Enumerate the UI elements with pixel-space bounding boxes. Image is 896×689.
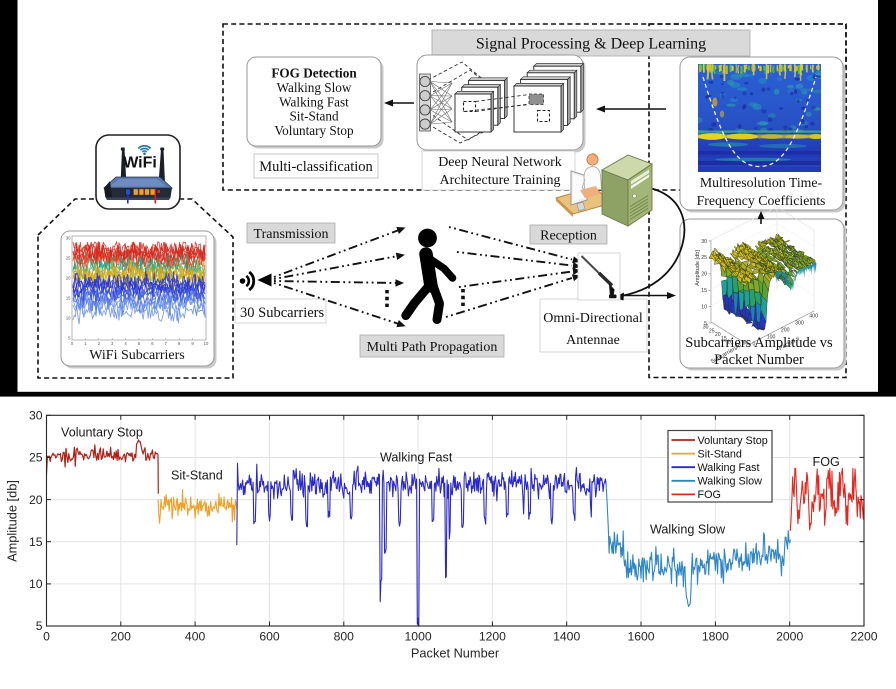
svg-text:Voluntary Stop: Voluntary Stop xyxy=(61,426,143,440)
svg-text:Multi-classification: Multi-classification xyxy=(259,159,373,175)
svg-text:Packet Number: Packet Number xyxy=(714,352,804,368)
svg-text:Sit-Stand: Sit-Stand xyxy=(289,109,338,124)
svg-text:30: 30 xyxy=(701,239,707,245)
svg-text:Signal Processing & Deep Learn: Signal Processing & Deep Learning xyxy=(476,36,706,53)
svg-text:2200: 2200 xyxy=(850,630,877,644)
svg-text:25: 25 xyxy=(29,451,43,465)
svg-text:20: 20 xyxy=(66,276,71,281)
svg-text:WiFi Subcarriers: WiFi Subcarriers xyxy=(89,348,184,363)
svg-text:30: 30 xyxy=(703,325,709,331)
svg-text:1600: 1600 xyxy=(627,630,654,644)
svg-text:15: 15 xyxy=(66,296,71,301)
svg-text:FOG: FOG xyxy=(813,455,840,469)
svg-text:800: 800 xyxy=(334,630,355,644)
svg-text:1800: 1800 xyxy=(702,630,729,644)
svg-text:15: 15 xyxy=(701,288,707,294)
svg-text:Architecture Training: Architecture Training xyxy=(440,173,561,188)
svg-text:20: 20 xyxy=(701,272,707,278)
svg-text:Walking Fast: Walking Fast xyxy=(698,462,760,474)
svg-text:FOG Detection: FOG Detection xyxy=(271,66,357,81)
svg-text:Antennae: Antennae xyxy=(566,333,620,348)
svg-text:Walking Slow: Walking Slow xyxy=(277,80,352,95)
svg-text:25: 25 xyxy=(709,328,715,334)
svg-text:1200: 1200 xyxy=(479,630,506,644)
svg-text:Sit-Stand: Sit-Stand xyxy=(171,469,223,483)
svg-text:Sit-Stand: Sit-Stand xyxy=(698,448,742,460)
svg-text:Omni-Directional: Omni-Directional xyxy=(543,311,643,326)
svg-text:2000: 2000 xyxy=(776,630,803,644)
svg-text:10: 10 xyxy=(701,304,707,310)
svg-text:10: 10 xyxy=(29,577,43,591)
svg-text:1000: 1000 xyxy=(405,630,432,644)
svg-text:10: 10 xyxy=(66,316,71,321)
svg-text:30: 30 xyxy=(66,236,71,241)
svg-text:Packet Number: Packet Number xyxy=(411,646,500,661)
svg-text:200: 200 xyxy=(781,328,790,334)
svg-text:Multi Path Propagation: Multi Path Propagation xyxy=(367,340,498,355)
svg-text:Voluntary Stop: Voluntary Stop xyxy=(698,435,768,447)
svg-text:400: 400 xyxy=(185,630,206,644)
svg-text:200: 200 xyxy=(111,630,132,644)
svg-text:0: 0 xyxy=(43,630,50,644)
svg-text:WiFi: WiFi xyxy=(123,155,157,172)
svg-text:10: 10 xyxy=(204,341,209,346)
svg-text:Amplitude [db]: Amplitude [db] xyxy=(695,250,701,286)
svg-text:Frequency Coefficients: Frequency Coefficients xyxy=(697,193,826,208)
svg-text:Walking Fast: Walking Fast xyxy=(279,94,349,109)
svg-text:5: 5 xyxy=(36,619,43,633)
svg-text:Multiresolution Time-: Multiresolution Time- xyxy=(700,175,823,190)
svg-text:30 Subcarriers: 30 Subcarriers xyxy=(240,305,325,321)
svg-text:Amplitude [db]: Amplitude [db] xyxy=(5,480,20,562)
svg-text:25: 25 xyxy=(701,255,707,261)
svg-text:20: 20 xyxy=(29,493,43,507)
svg-text:Voluntary Stop: Voluntary Stop xyxy=(274,123,354,138)
svg-text:Reception: Reception xyxy=(540,228,597,243)
svg-text:Walking Slow: Walking Slow xyxy=(650,523,726,537)
svg-text:Deep Neural Network: Deep Neural Network xyxy=(438,155,562,170)
svg-text:Walking Slow: Walking Slow xyxy=(698,476,763,488)
svg-text:FOG: FOG xyxy=(698,489,721,501)
svg-text:Subcarriers Amplitude vs: Subcarriers Amplitude vs xyxy=(685,335,833,351)
svg-text:Transmission: Transmission xyxy=(254,227,329,242)
svg-text:400: 400 xyxy=(809,314,818,320)
svg-text:25: 25 xyxy=(66,256,71,261)
svg-text:15: 15 xyxy=(29,535,43,549)
svg-text:600: 600 xyxy=(259,630,280,644)
svg-text:1400: 1400 xyxy=(553,630,580,644)
svg-text:300: 300 xyxy=(795,321,804,327)
svg-text:30: 30 xyxy=(29,409,43,423)
svg-text:Walking Fast: Walking Fast xyxy=(380,451,453,465)
